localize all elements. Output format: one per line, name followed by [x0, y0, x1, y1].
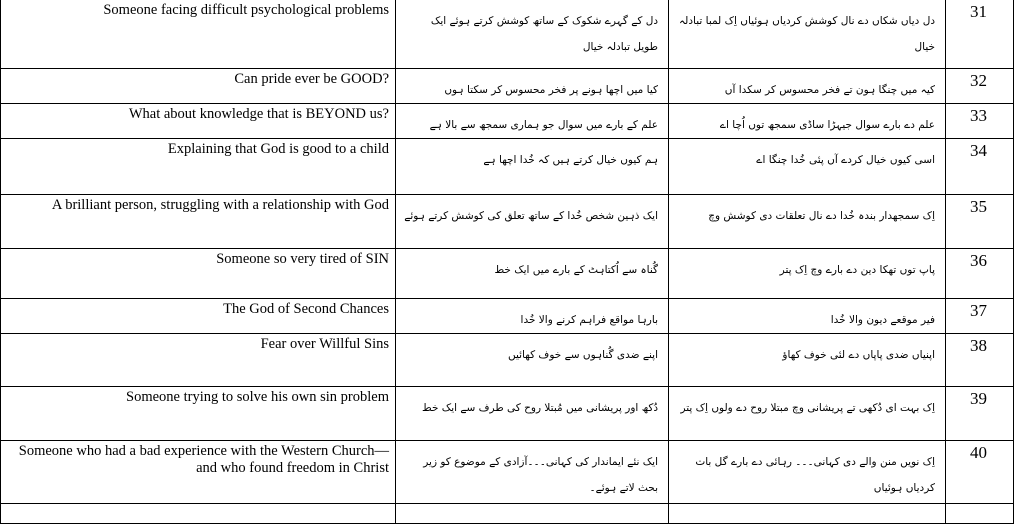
- table-row: Someone trying to solve his own sin prob…: [0, 386, 1014, 441]
- urdu-cell: علم کے بارے میں سوال جو ہماری سمجھ سے با…: [395, 103, 669, 139]
- row-number: 34: [945, 138, 1014, 195]
- table-row: [0, 503, 1014, 524]
- row-number: 39: [945, 386, 1014, 441]
- punjabi-cell: اِک سمجھدار بندہ خُدا دے نال تعلقات دی ک…: [668, 194, 946, 249]
- table-row: Fear over Willful Sins اپنے ضدی گُناہوں س…: [0, 333, 1014, 387]
- urdu-cell: بارہا مواقع فراہم کرنے والا خُدا: [395, 298, 669, 334]
- table-row: Explaining that God is good to a child ہم…: [0, 138, 1014, 195]
- urdu-cell: دُکھ اور پریشانی میں مُبتلا روح کی طرف س…: [395, 386, 669, 441]
- punjabi-cell: فیر موقعے دیون والا خُدا: [668, 298, 946, 334]
- table-row: Someone who had a bad experience with th…: [0, 440, 1014, 504]
- punjabi-cell: اِک نویں منن والے دی کہانی۔۔۔ رہائی دے ب…: [668, 440, 946, 504]
- empty-cell: [395, 503, 669, 524]
- punjabi-cell: دل دیاں شکاں دے نال کوشش کردیاں ہوئیاں ا…: [668, 0, 946, 69]
- empty-cell: [668, 503, 946, 524]
- punjabi-cell: اپنیاں ضدی پاپاں دے لئی خوف کھاؤ: [668, 333, 946, 387]
- punjabi-cell: کیہ میں چنگا ہون تے فخر محسوس کر سکدا آں: [668, 68, 946, 104]
- english-cell: A brilliant person, struggling with a re…: [0, 194, 396, 249]
- table-row: The God of Second Chances بارہا مواقع فرا…: [0, 298, 1014, 334]
- urdu-cell: ایک نئے ایماندار کی کہانی۔۔۔آزادی کے موض…: [395, 440, 669, 504]
- english-cell: Fear over Willful Sins: [0, 333, 396, 387]
- empty-cell: [0, 503, 396, 524]
- table-row: A brilliant person, struggling with a re…: [0, 194, 1014, 249]
- english-cell: Can pride ever be GOOD?: [0, 68, 396, 104]
- punjabi-cell: اِک بہت ای دُکھی تے پریشانی وچ مبتلا روح…: [668, 386, 946, 441]
- row-number: 33: [945, 103, 1014, 139]
- english-cell: Someone facing difficult psychological p…: [0, 0, 396, 69]
- punjabi-cell: پاپ توں تھکا دین دے بارے وچ اِک پتر: [668, 248, 946, 299]
- english-cell: Someone so very tired of SIN: [0, 248, 396, 299]
- english-cell: What about knowledge that is BEYOND us?: [0, 103, 396, 139]
- row-number: 35: [945, 194, 1014, 249]
- english-cell: Explaining that God is good to a child: [0, 138, 396, 195]
- row-number: 31: [945, 0, 1014, 69]
- urdu-cell: دل کے گہرے شکوک کے ساتھ کوشش کرتے ہوئے ا…: [395, 0, 669, 69]
- row-number: 40: [945, 440, 1014, 504]
- table-row: Someone so very tired of SIN گُناہ سے اُک…: [0, 248, 1014, 299]
- row-number: 38: [945, 333, 1014, 387]
- urdu-cell: گُناہ سے اُکتاہٹ کے بارے میں ایک خط: [395, 248, 669, 299]
- empty-cell: [945, 503, 1014, 524]
- row-number: 32: [945, 68, 1014, 104]
- urdu-cell: کیا میں اچھا ہونے پر فخر محسوس کر سکتا ہ…: [395, 68, 669, 104]
- urdu-cell: ایک ذہین شخص خُدا کے ساتھ تعلق کی کوشش ک…: [395, 194, 669, 249]
- table-row: What about knowledge that is BEYOND us? ع…: [0, 103, 1014, 139]
- urdu-cell: ہم کیوں خیال کرتے ہیں کہ خُدا اچھا ہے: [395, 138, 669, 195]
- table-row: Can pride ever be GOOD? کیا میں اچھا ہونے…: [0, 68, 1014, 104]
- english-cell: Someone who had a bad experience with th…: [0, 440, 396, 504]
- english-cell: The God of Second Chances: [0, 298, 396, 334]
- table-row: Someone facing difficult psychological p…: [0, 0, 1014, 69]
- urdu-cell: اپنے ضدی گُناہوں سے خوف کھائیں: [395, 333, 669, 387]
- english-cell: Someone trying to solve his own sin prob…: [0, 386, 396, 441]
- punjabi-cell: اسی کیوں خیال کردے آں پئی خُدا چنگا اے: [668, 138, 946, 195]
- row-number: 37: [945, 298, 1014, 334]
- punjabi-cell: علم دے بارے سوال جیہڑا ساڈی سمجھ توں اُچ…: [668, 103, 946, 139]
- row-number: 36: [945, 248, 1014, 299]
